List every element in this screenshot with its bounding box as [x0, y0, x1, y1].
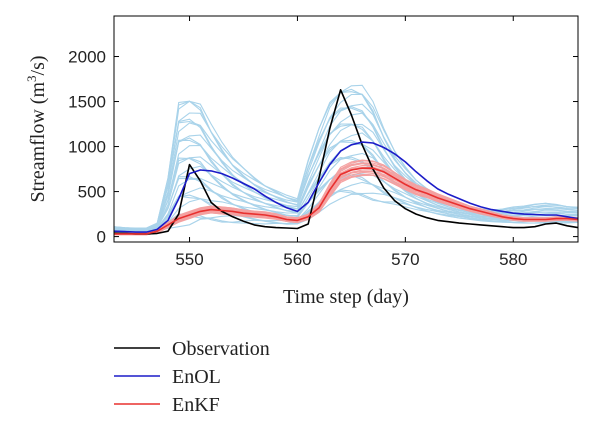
y-tick-label-2000: 2000	[68, 48, 106, 67]
legend: Observation EnOL EnKF	[114, 338, 270, 416]
x-axis: 550 560 570 580	[175, 16, 527, 269]
plot-frame	[113, 15, 579, 243]
openloop-ensemble-member-24	[114, 91, 578, 229]
legend-label-observation: Observation	[172, 338, 270, 360]
x-axis-title: Time step (day)	[283, 286, 409, 308]
y-tick-label-1000: 1000	[68, 138, 106, 157]
legend-label-enol: EnOL	[172, 366, 221, 388]
x-tick-label-560: 560	[283, 250, 311, 269]
legend-label-enkf: EnKF	[172, 394, 220, 416]
series-line-enol	[114, 141, 578, 233]
series-line-enkf	[114, 167, 578, 235]
y-axis-title-superscript: 3	[24, 75, 39, 82]
y-axis-title: Streamflow (m3/s)	[24, 55, 49, 202]
y-tick-label-1500: 1500	[68, 93, 106, 112]
openloop-ensemble-member-18	[114, 112, 578, 230]
y-axis: 0 500 1000 1500 2000	[68, 48, 578, 247]
x-tick-label-570: 570	[391, 250, 419, 269]
y-axis-title-main: Streamflow (m	[27, 82, 49, 203]
openloop-ensemble-member-17	[114, 123, 578, 230]
y-tick-label-0: 0	[97, 228, 106, 247]
enkf-ensemble-band	[114, 159, 578, 236]
series-line-observation	[114, 89, 578, 235]
series-lines	[114, 89, 578, 235]
y-tick-label-500: 500	[78, 183, 106, 202]
enkf-ensemble-member-4	[114, 170, 578, 235]
openloop-ensemble-band	[114, 84, 578, 232]
openloop-ensemble-member-25	[114, 84, 578, 229]
enkf-ensemble-member-15	[114, 159, 578, 234]
x-tick-label-550: 550	[175, 250, 203, 269]
x-tick-label-580: 580	[499, 250, 527, 269]
y-axis-title-tail: /s)	[27, 55, 49, 75]
enkf-ensemble-member-3	[114, 171, 578, 236]
